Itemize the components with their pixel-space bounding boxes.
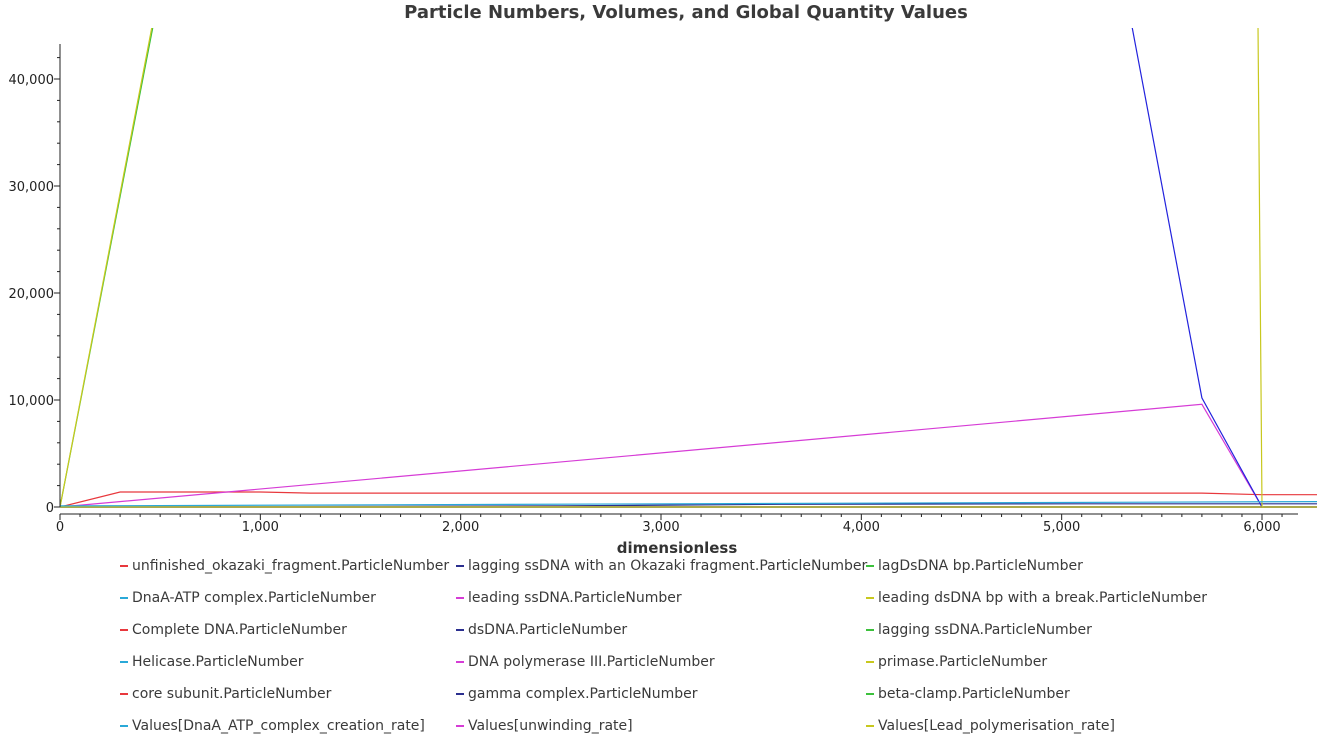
legend-label: Complete DNA.ParticleNumber [132,622,347,638]
x-tick-label: 2,000 [442,520,479,535]
legend-label: DnaA-ATP complex.ParticleNumber [132,590,376,606]
legend-label: Values[DnaA_ATP_complex_creation_rate] [132,718,425,734]
legend-swatch [120,597,128,599]
legend-item[interactable]: DnaA-ATP complex.ParticleNumber [120,590,376,606]
y-tick-label: 40,000 [9,73,55,88]
x-tick-label: 0 [56,520,64,535]
series-segment-1 [60,28,153,508]
x-tick-label: 4,000 [843,520,880,535]
legend-label: primase.ParticleNumber [878,654,1048,670]
legend-label: leading dsDNA bp with a break.ParticleNu… [878,590,1207,606]
x-tick-label: 1,000 [242,520,279,535]
legend-swatch [456,661,464,663]
legend-label: DNA polymerase III.ParticleNumber [468,654,715,670]
legend-item[interactable]: gamma complex.ParticleNumber [456,686,698,702]
y-tick-label: 0 [46,501,54,516]
legend-swatch [866,629,874,631]
legend-label: dsDNA.ParticleNumber [468,622,628,638]
legend-item[interactable]: primase.ParticleNumber [866,654,1047,670]
y-tick-label: 20,000 [9,287,55,302]
legend-item[interactable]: Complete DNA.ParticleNumber [120,622,347,638]
legend-item[interactable]: Helicase.ParticleNumber [120,654,304,670]
legend-label: lagging ssDNA with an Okazaki fragment.P… [468,558,868,574]
legend-swatch [866,725,874,727]
legend-label: leading ssDNA.ParticleNumber [468,590,682,606]
legend-item[interactable]: beta-clamp.ParticleNumber [866,686,1070,702]
legend-item[interactable]: leading dsDNA bp with a break.ParticleNu… [866,590,1207,606]
series-segment-3 [60,501,1317,507]
legend-item[interactable]: Values[DnaA_ATP_complex_creation_rate] [120,718,425,734]
legend-item[interactable]: lagging ssDNA.ParticleNumber [866,622,1092,638]
legend-label: core subunit.ParticleNumber [132,686,332,702]
x-tick-label: 5,000 [1043,520,1080,535]
legend-label: Helicase.ParticleNumber [132,654,304,670]
legend-item[interactable]: core subunit.ParticleNumber [120,686,331,702]
legend-swatch [866,597,874,599]
legend-swatch [120,693,128,695]
series-line-1 [60,503,1317,508]
legend-label: Values[Lead_polymerisation_rate] [878,718,1115,734]
series-segment-0 [1131,28,1263,508]
legend-swatch [456,565,464,567]
legend-item[interactable]: lagDsDNA bp.ParticleNumber [866,558,1083,574]
legend-swatch [120,565,128,567]
legend-label: unfinished_okazaki_fragment.ParticleNumb… [132,558,450,574]
legend-swatch [866,693,874,695]
legend-item[interactable]: DNA polymerase III.ParticleNumber [456,654,715,670]
legend-label: Values[unwinding_rate] [468,718,633,734]
plot-area [60,28,1317,508]
legend-label: gamma complex.ParticleNumber [468,686,698,702]
legend-item[interactable]: Values[unwinding_rate] [456,718,633,734]
axes: 0 1,000 2,000 3,000 4,000 5,000 6,000 0 10,000 20… [9,44,1298,535]
legend-swatch [456,629,464,631]
legend-label: lagging ssDNA.ParticleNumber [878,622,1092,638]
series-line-4 [60,403,1263,508]
legend-item[interactable]: dsDNA.ParticleNumber [456,622,627,638]
legend-swatch [120,661,128,663]
series-line-0 [60,491,1317,508]
legend-swatch [120,725,128,727]
legend-item[interactable]: lagging ssDNA with an Okazaki fragment.P… [456,558,867,574]
x-tick-label: 6,000 [1243,520,1280,535]
y-tick-label: 30,000 [9,180,55,195]
series-segment-2 [1257,28,1264,508]
legend-item[interactable]: unfinished_okazaki_fragment.ParticleNumb… [120,558,449,574]
legend-swatch [120,629,128,631]
legend-item[interactable]: leading ssDNA.ParticleNumber [456,590,682,606]
chart-title: Particle Numbers, Volumes, and Global Qu… [404,2,968,23]
legend-swatch [866,565,874,567]
legend-label: beta-clamp.ParticleNumber [878,686,1070,702]
legend-swatch [456,725,464,727]
legend-item[interactable]: Values[Lead_polymerisation_rate] [866,718,1115,734]
x-tick-label: 3,000 [642,520,679,535]
legend-swatch [456,597,464,599]
legend-swatch [866,661,874,663]
legend-label: lagDsDNA bp.ParticleNumber [878,558,1083,574]
legend-swatch [456,693,464,695]
y-tick-label: 10,000 [9,394,55,409]
x-axis-title: dimensionless [617,539,738,557]
